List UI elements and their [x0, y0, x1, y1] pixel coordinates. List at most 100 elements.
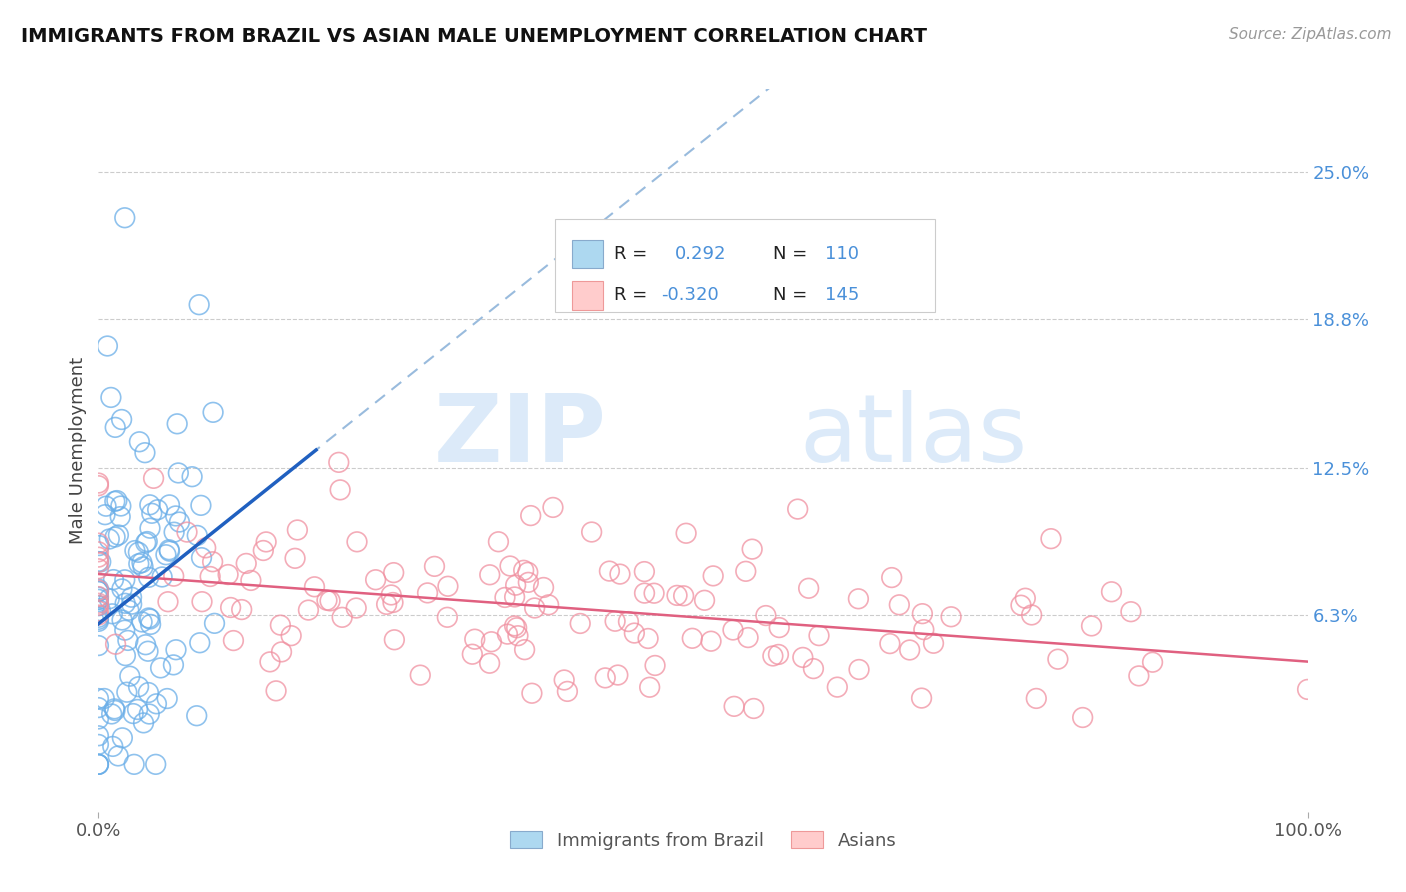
Point [87, 615, 110, 629]
Point [87, 596, 110, 610]
Point [939, 609, 962, 624]
Text: ZIP: ZIP [433, 390, 606, 482]
Point [145, 697, 167, 711]
Point [107, 528, 129, 542]
Point [87, 610, 110, 624]
Point [198, 569, 221, 583]
Point [117, 633, 139, 648]
Point [557, 684, 579, 698]
Point [181, 469, 204, 483]
Point [346, 534, 368, 549]
Point [87, 757, 110, 772]
Point [114, 211, 136, 225]
Point [643, 586, 665, 600]
Point [503, 590, 526, 604]
Point [270, 645, 292, 659]
Point [910, 691, 932, 706]
Point [672, 589, 695, 603]
Point [768, 621, 790, 635]
Point [1046, 652, 1069, 666]
Point [135, 535, 157, 549]
Point [100, 706, 122, 721]
Point [461, 647, 484, 661]
Point [598, 564, 620, 578]
Point [114, 573, 136, 587]
Point [505, 621, 527, 635]
Point [89, 539, 111, 553]
Point [382, 566, 405, 580]
Point [721, 623, 744, 637]
Point [889, 598, 911, 612]
Point [285, 523, 308, 537]
Point [235, 557, 257, 571]
Text: IMMIGRANTS FROM BRAZIL VS ASIAN MALE UNEMPLOYMENT CORRELATION CHART: IMMIGRANTS FROM BRAZIL VS ASIAN MALE UNE… [21, 27, 927, 45]
Point [464, 632, 486, 647]
Point [136, 534, 159, 549]
Point [517, 575, 540, 590]
Point [637, 632, 659, 646]
Point [111, 582, 134, 596]
Point [481, 634, 503, 648]
Point [188, 298, 211, 312]
Point [494, 591, 516, 605]
Point [115, 685, 138, 699]
Y-axis label: Male Unemployment: Male Unemployment [69, 357, 87, 544]
Point [191, 595, 214, 609]
Point [503, 619, 526, 633]
Point [533, 581, 555, 595]
Point [121, 597, 143, 611]
Point [269, 618, 291, 632]
Point [87, 599, 110, 613]
Point [737, 631, 759, 645]
Point [190, 550, 212, 565]
Point [94, 508, 117, 522]
Point [87, 590, 110, 604]
Point [131, 556, 153, 570]
Point [128, 434, 150, 449]
Point [104, 420, 127, 434]
Point [142, 471, 165, 485]
Point [122, 706, 145, 721]
Point [1101, 584, 1123, 599]
Point [101, 739, 124, 754]
Point [90, 555, 112, 569]
Point [304, 580, 326, 594]
Point [603, 614, 626, 628]
Point [437, 579, 460, 593]
Point [734, 564, 756, 578]
Point [104, 530, 127, 544]
Point [742, 701, 765, 715]
Point [364, 573, 387, 587]
Point [693, 593, 716, 607]
Point [201, 555, 224, 569]
Point [138, 706, 160, 721]
Point [87, 700, 110, 714]
Point [157, 542, 180, 557]
Point [87, 584, 110, 599]
Point [103, 573, 125, 587]
Text: N =: N = [773, 245, 813, 263]
Point [132, 559, 155, 574]
Point [496, 627, 519, 641]
Point [681, 632, 703, 646]
Point [506, 629, 529, 643]
Point [138, 611, 160, 625]
Point [139, 498, 162, 512]
Point [922, 636, 945, 650]
Point [87, 562, 110, 576]
Point [328, 455, 350, 469]
Point [87, 691, 110, 706]
Point [488, 534, 510, 549]
Point [166, 417, 188, 431]
Point [118, 669, 141, 683]
Point [100, 391, 122, 405]
Point [149, 661, 172, 675]
Point [163, 569, 186, 583]
Point [478, 567, 501, 582]
Point [87, 476, 110, 491]
Point [87, 550, 110, 565]
Point [723, 699, 745, 714]
Point [118, 603, 141, 617]
Point [254, 535, 277, 549]
Point [104, 637, 127, 651]
